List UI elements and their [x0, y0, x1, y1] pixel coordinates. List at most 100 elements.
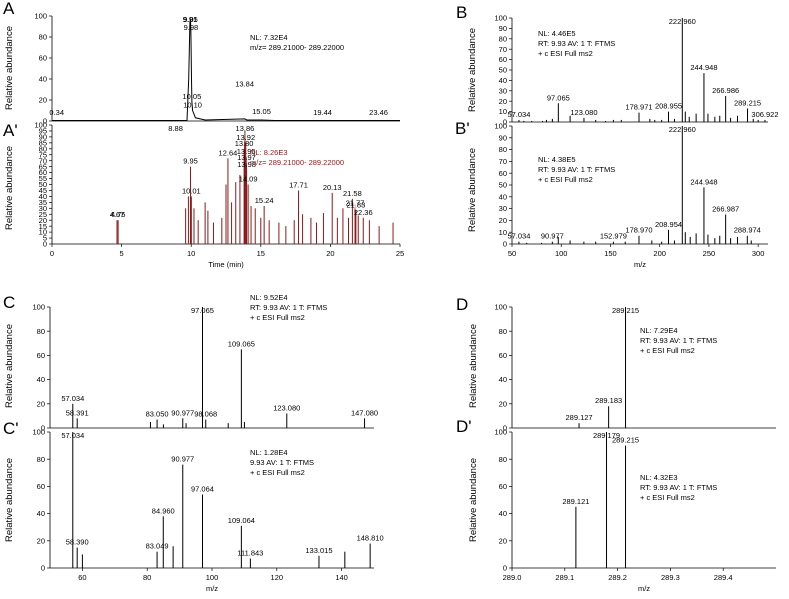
- x-tick-label: 120: [271, 573, 284, 582]
- y-tick-label: 5: [43, 234, 47, 243]
- y-tick-label: 20: [37, 399, 45, 408]
- peak-label: 10.05: [183, 92, 202, 101]
- panel-d2: 0 20 40 60 80 100 289.0 289.1 289.2 289.3 289.4 289…: [456, 417, 776, 593]
- y-tick-label: 80: [499, 145, 507, 154]
- y-tick-label: 20: [499, 536, 507, 545]
- y-tick-label: 100: [494, 303, 507, 312]
- peak-label: 15.24: [255, 196, 274, 205]
- y-tick-label: 40: [499, 509, 507, 518]
- y-tick-label: 30: [39, 204, 47, 213]
- y-tick-label: 60: [37, 351, 45, 360]
- peak-label: 289.183: [595, 396, 622, 405]
- peak-label: 306.922: [751, 110, 778, 119]
- peak-label: 90.977: [171, 455, 194, 464]
- y-tick-label: 85: [39, 138, 47, 147]
- x-tick-label: 289.2: [608, 573, 627, 582]
- peak-label: 0.34: [49, 108, 64, 117]
- peak-label: 123.080: [570, 108, 597, 117]
- peak-label: 22.36: [354, 208, 373, 217]
- y-tick-label: 90: [499, 133, 507, 142]
- y-tick-label: 0: [43, 240, 47, 249]
- info-line: RT: 9.93 AV: 1 T: FTMS: [640, 483, 717, 492]
- info-line: NL: 8.26E3: [250, 148, 288, 157]
- panel-label: C: [3, 293, 15, 312]
- chromatogram-trace: [52, 19, 400, 121]
- panel-label: A: [3, 0, 15, 18]
- x-tick-label: 100: [206, 573, 219, 582]
- y-tick-label: 35: [39, 198, 47, 207]
- x-tick-label: 100: [555, 249, 568, 258]
- peak-label: 57.034: [507, 232, 530, 241]
- peak-label: 21.77: [346, 198, 365, 207]
- x-tick-label: 20: [326, 249, 334, 258]
- peak-label: 266.987: [712, 205, 739, 214]
- peak-label: 13.86: [236, 124, 255, 133]
- peak-label: 23.46: [369, 108, 388, 117]
- y-tick-label: 60: [499, 55, 507, 64]
- peak-label: 9.91: [183, 15, 198, 24]
- info-line: + c ESI Full ms2: [538, 49, 593, 58]
- info-line: 9.93 AV: 1 T: FTMS: [250, 458, 314, 467]
- info-line: NL: 7.29E4: [640, 326, 678, 335]
- x-tick-label: 10: [187, 249, 195, 258]
- y-tick-label: 40: [39, 75, 47, 84]
- x-tick-label: 250: [703, 249, 716, 258]
- peak-label: 123.080: [273, 403, 300, 412]
- y-tick-label: 100: [34, 121, 47, 130]
- y-tick-label: 100: [34, 12, 47, 21]
- y-tick-label: 20: [37, 536, 45, 545]
- x-tick-label: 289.3: [661, 573, 680, 582]
- peak-label: 13.97: [237, 153, 256, 162]
- peak-label: 58.391: [66, 408, 89, 417]
- x-tick-label: 50: [508, 249, 516, 258]
- peak-label: 148.810: [357, 534, 384, 543]
- x-tick-label: 140: [335, 573, 348, 582]
- peak-label: 13.80: [235, 139, 254, 148]
- y-tick-label: 0: [503, 240, 507, 249]
- peak-label: 288.974: [734, 226, 761, 235]
- peak-label: 13.84: [235, 80, 254, 89]
- y-tick-label: 40: [37, 509, 45, 518]
- peak-label: 4.75: [111, 210, 126, 219]
- peak-label: 289.215: [612, 306, 639, 315]
- panel-c: 0 20 40 60 80 100 57.034 58.391 83.050 90.977 97.0…: [3, 293, 378, 433]
- y-tick-label: 45: [39, 186, 47, 195]
- peak-label: 20.13: [323, 183, 342, 192]
- info-line: + c ESI Full ms2: [538, 175, 593, 184]
- peak-label: 147.080: [351, 408, 378, 417]
- peak-label: 289.215: [612, 436, 639, 445]
- peak-label: 8.88: [168, 124, 183, 133]
- x-tick-label: 5: [120, 249, 124, 258]
- y-tick-label: 0: [41, 564, 45, 573]
- peak-label: 178.971: [625, 103, 652, 112]
- y-tick-label: 40: [499, 192, 507, 201]
- y-tick-label: 95: [39, 127, 47, 136]
- info-line: NL: 9.52E4: [250, 293, 288, 302]
- x-tick-label: 15: [257, 249, 265, 258]
- y-tick-label: 15: [39, 222, 47, 231]
- peak-label: 152.979: [600, 232, 627, 241]
- peak-label: 57.034: [61, 394, 84, 403]
- peak-label: 222.960: [669, 125, 696, 134]
- info-line: RT: 9.93 AV: 1 T: FTMS: [538, 39, 615, 48]
- info-line: + c ESI Full ms2: [640, 346, 695, 355]
- y-axis-label: Relative abundance: [468, 324, 479, 408]
- y-tick-label: 80: [39, 33, 47, 42]
- x-axis-label: m/z: [638, 584, 650, 593]
- y-tick-label: 20: [499, 97, 507, 106]
- peak-label: 9.98: [184, 23, 199, 32]
- peak-label: 10.10: [183, 101, 202, 110]
- panel-label: B': [455, 119, 470, 138]
- panel-label: A': [3, 121, 18, 140]
- y-axis-label: Relative abundance: [4, 324, 15, 408]
- x-tick-label: 0: [50, 249, 54, 258]
- y-tick-label: 50: [39, 180, 47, 189]
- peak-label: 208.954: [655, 220, 682, 229]
- y-tick-label: 0: [43, 117, 47, 126]
- peak-label: 58.390: [66, 538, 89, 547]
- info-line: RT: 9.93 AV: 1 T: FTMS: [640, 336, 717, 345]
- peak-label: 13.95: [237, 147, 256, 156]
- peak-label: 98.068: [194, 410, 217, 419]
- y-tick-label: 100: [494, 122, 507, 131]
